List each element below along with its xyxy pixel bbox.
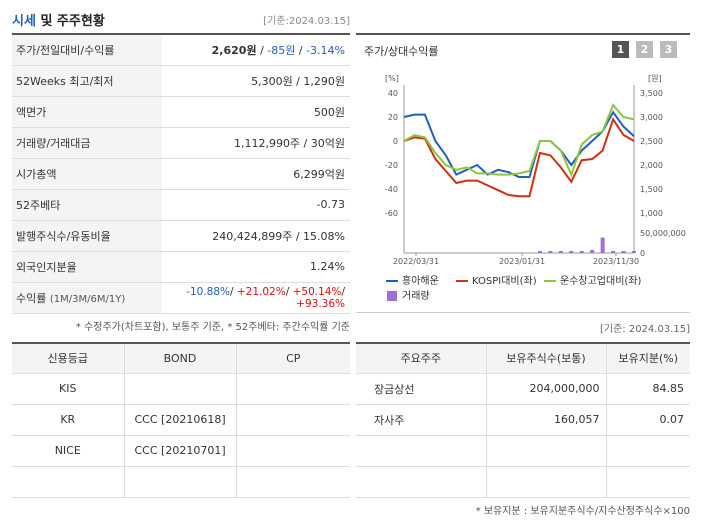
col-holder: 주요주주 — [356, 343, 487, 374]
right-unit-label: [원] — [648, 74, 662, 83]
table-row — [356, 434, 690, 467]
asof-date-holders: [기준: 2024.03.15] — [599, 324, 690, 335]
row-volume: 거래량/거래대금 1,112,990주 / 30억원 — [12, 127, 350, 159]
col-cp: CP — [235, 343, 350, 374]
section-title: 시세 및 주주현황 — [12, 14, 105, 29]
volume-bar — [600, 237, 605, 253]
series-line-3 — [403, 103, 635, 178]
label-shares: 발행주식수/유동비율 — [12, 220, 162, 252]
y-right-tick-label: 3,000 — [640, 113, 663, 122]
col-pct: 보유지분(%) — [605, 343, 690, 374]
y-right-tick-label: 1,500 — [640, 185, 663, 194]
label-volume: 거래량/거래대금 — [12, 127, 162, 159]
chart-page-1-button[interactable]: 1 — [612, 41, 629, 58]
left-unit-label: [%] — [385, 74, 399, 83]
value-mcap: 6,299억원 — [162, 158, 350, 190]
y-left-tick-label: -20 — [385, 161, 398, 170]
volume-bar — [621, 251, 626, 253]
row-shares: 발행주식수/유동비율 240,424,899주 / 15.08% — [12, 220, 350, 252]
chart-title: 주가/상대수익률 — [364, 45, 439, 58]
holders-header-row: 주요주주 보유주식수(보통) 보유지분(%) — [356, 343, 690, 374]
label-price: 주가/전일대비/수익률 — [12, 34, 162, 66]
volume-bar — [590, 249, 595, 253]
label-returns: 수익률 (1M/3M/6M/1Y) — [12, 282, 162, 314]
row-returns: 수익률 (1M/3M/6M/1Y) -10.88%/ +21.02%/ +50.… — [12, 282, 350, 314]
col-credit-rating: 신용등급 — [12, 343, 125, 374]
label-52w: 52Weeks 최고/최저 — [12, 65, 162, 97]
price-change: -85원 — [267, 43, 296, 57]
volume-tick-label: 50,000,000 — [640, 229, 686, 238]
x-tick-label: 2022/03/31 — [393, 257, 439, 266]
table-row: KR CCC [20210618] — [12, 403, 350, 436]
legend-label: 운수창고업대비(좌) — [560, 274, 642, 287]
legend-label: KOSPI대비(좌) — [472, 275, 537, 287]
col-bond: BOND — [123, 343, 237, 374]
y-left-tick-label: 0 — [393, 137, 398, 146]
value-foreign: 1.24% — [162, 251, 350, 283]
price-info-table: 주가/전일대비/수익률 2,620원 / -85원 / -3.14% 52Wee… — [12, 33, 350, 314]
legend-swatch — [387, 291, 397, 301]
table-row — [12, 465, 350, 498]
value-volume: 1,112,990주 / 30억원 — [162, 127, 350, 159]
volume-bar — [548, 251, 553, 253]
credit-header-row: 신용등급 BOND CP — [12, 343, 350, 374]
volume-tick-label: 0 — [640, 249, 645, 258]
table-row: KIS — [12, 372, 350, 405]
volume-bar — [537, 251, 542, 253]
row-mcap: 시가총액 6,299억원 — [12, 158, 350, 190]
table-row: 장금상선 204,000,000 84.85 — [356, 372, 690, 405]
row-par: 액면가 500원 — [12, 96, 350, 128]
volume-bar — [558, 251, 563, 253]
volume-bar — [632, 251, 636, 253]
row-52w: 52Weeks 최고/최저 5,300원 / 1,290원 — [12, 65, 350, 97]
credit-rating-table: 신용등급 BOND CP KIS KR CCC [20210618] NICE … — [12, 342, 350, 498]
series-line-2 — [403, 117, 635, 198]
y-right-tick-label: 3,500 — [640, 89, 663, 98]
volume-bar — [611, 251, 616, 253]
label-mcap: 시가총액 — [12, 158, 162, 190]
y-right-tick-label: 1,000 — [640, 209, 663, 218]
table-row: 자사주 160,057 0.07 — [356, 403, 690, 436]
label-par: 액면가 — [12, 96, 162, 128]
value-52w: 5,300원 / 1,290원 — [162, 65, 350, 97]
value-par: 500원 — [162, 96, 350, 128]
y-right-tick-label: 2,500 — [640, 137, 663, 146]
price-return: -3.14% — [306, 43, 345, 57]
section-header: 시세 및 주주현황 [기준:2024.03.15] — [12, 10, 350, 32]
legend-label: 거래량 — [402, 290, 430, 302]
col-shares: 보유주식수(보통) — [485, 343, 607, 374]
volume-bar — [569, 251, 574, 253]
y-left-tick-label: -60 — [385, 209, 398, 218]
footnote-holders: * 보유지분 : 보유지분주식수/지수산정주식수×100 — [475, 506, 690, 517]
y-left-tick-label: -40 — [385, 185, 398, 194]
value-shares: 240,424,899주 / 15.08% — [162, 220, 350, 252]
chart-svg: [%] [원] 40 20 0 -20 -40 -60 3,500 3,000 2,500 2,000… — [385, 74, 686, 302]
x-tick-label: 2023/01/31 — [499, 257, 545, 266]
value-beta: -0.73 — [162, 189, 350, 221]
label-beta: 52주베타 — [12, 189, 162, 221]
y-left-tick-label: 20 — [388, 113, 398, 122]
label-foreign: 외국인지분율 — [12, 251, 162, 283]
chart-page-3-button[interactable]: 3 — [660, 41, 677, 58]
row-beta: 52주베타 -0.73 — [12, 189, 350, 221]
table-row: NICE CCC [20210701] — [12, 434, 350, 467]
series-line-1 — [403, 110, 635, 178]
row-price: 주가/전일대비/수익률 2,620원 / -85원 / -3.14% — [12, 34, 350, 66]
current-price: 2,620원 — [211, 43, 257, 57]
y-left-tick-label: 40 — [388, 89, 398, 98]
table-row — [356, 465, 690, 498]
major-holders-table: 주요주주 보유주식수(보통) 보유지분(%) 장금상선 204,000,000 … — [356, 342, 690, 498]
legend-label: 흥아해운 — [402, 274, 439, 287]
x-tick-label: 2023/11/30 — [593, 257, 639, 266]
footnote-left: * 수정주가(차트포함), 보통주 기준, * 52주베타: 주간수익률 기준 — [75, 322, 350, 333]
y-right-tick-label: 2,000 — [640, 161, 663, 170]
chart-panel: 주가/상대수익률 1 2 3 [%] [원] 40 20 0 -20 -40 -60 3,500… — [356, 33, 690, 313]
volume-bar — [579, 251, 584, 253]
asof-date: [기준:2024.03.15] — [263, 16, 350, 27]
chart-page-2-button[interactable]: 2 — [636, 41, 653, 58]
value-returns: -10.88%/ +21.02%/ +50.14%/ +93.36% — [162, 282, 350, 314]
row-foreign: 외국인지분율 1.24% — [12, 251, 350, 283]
